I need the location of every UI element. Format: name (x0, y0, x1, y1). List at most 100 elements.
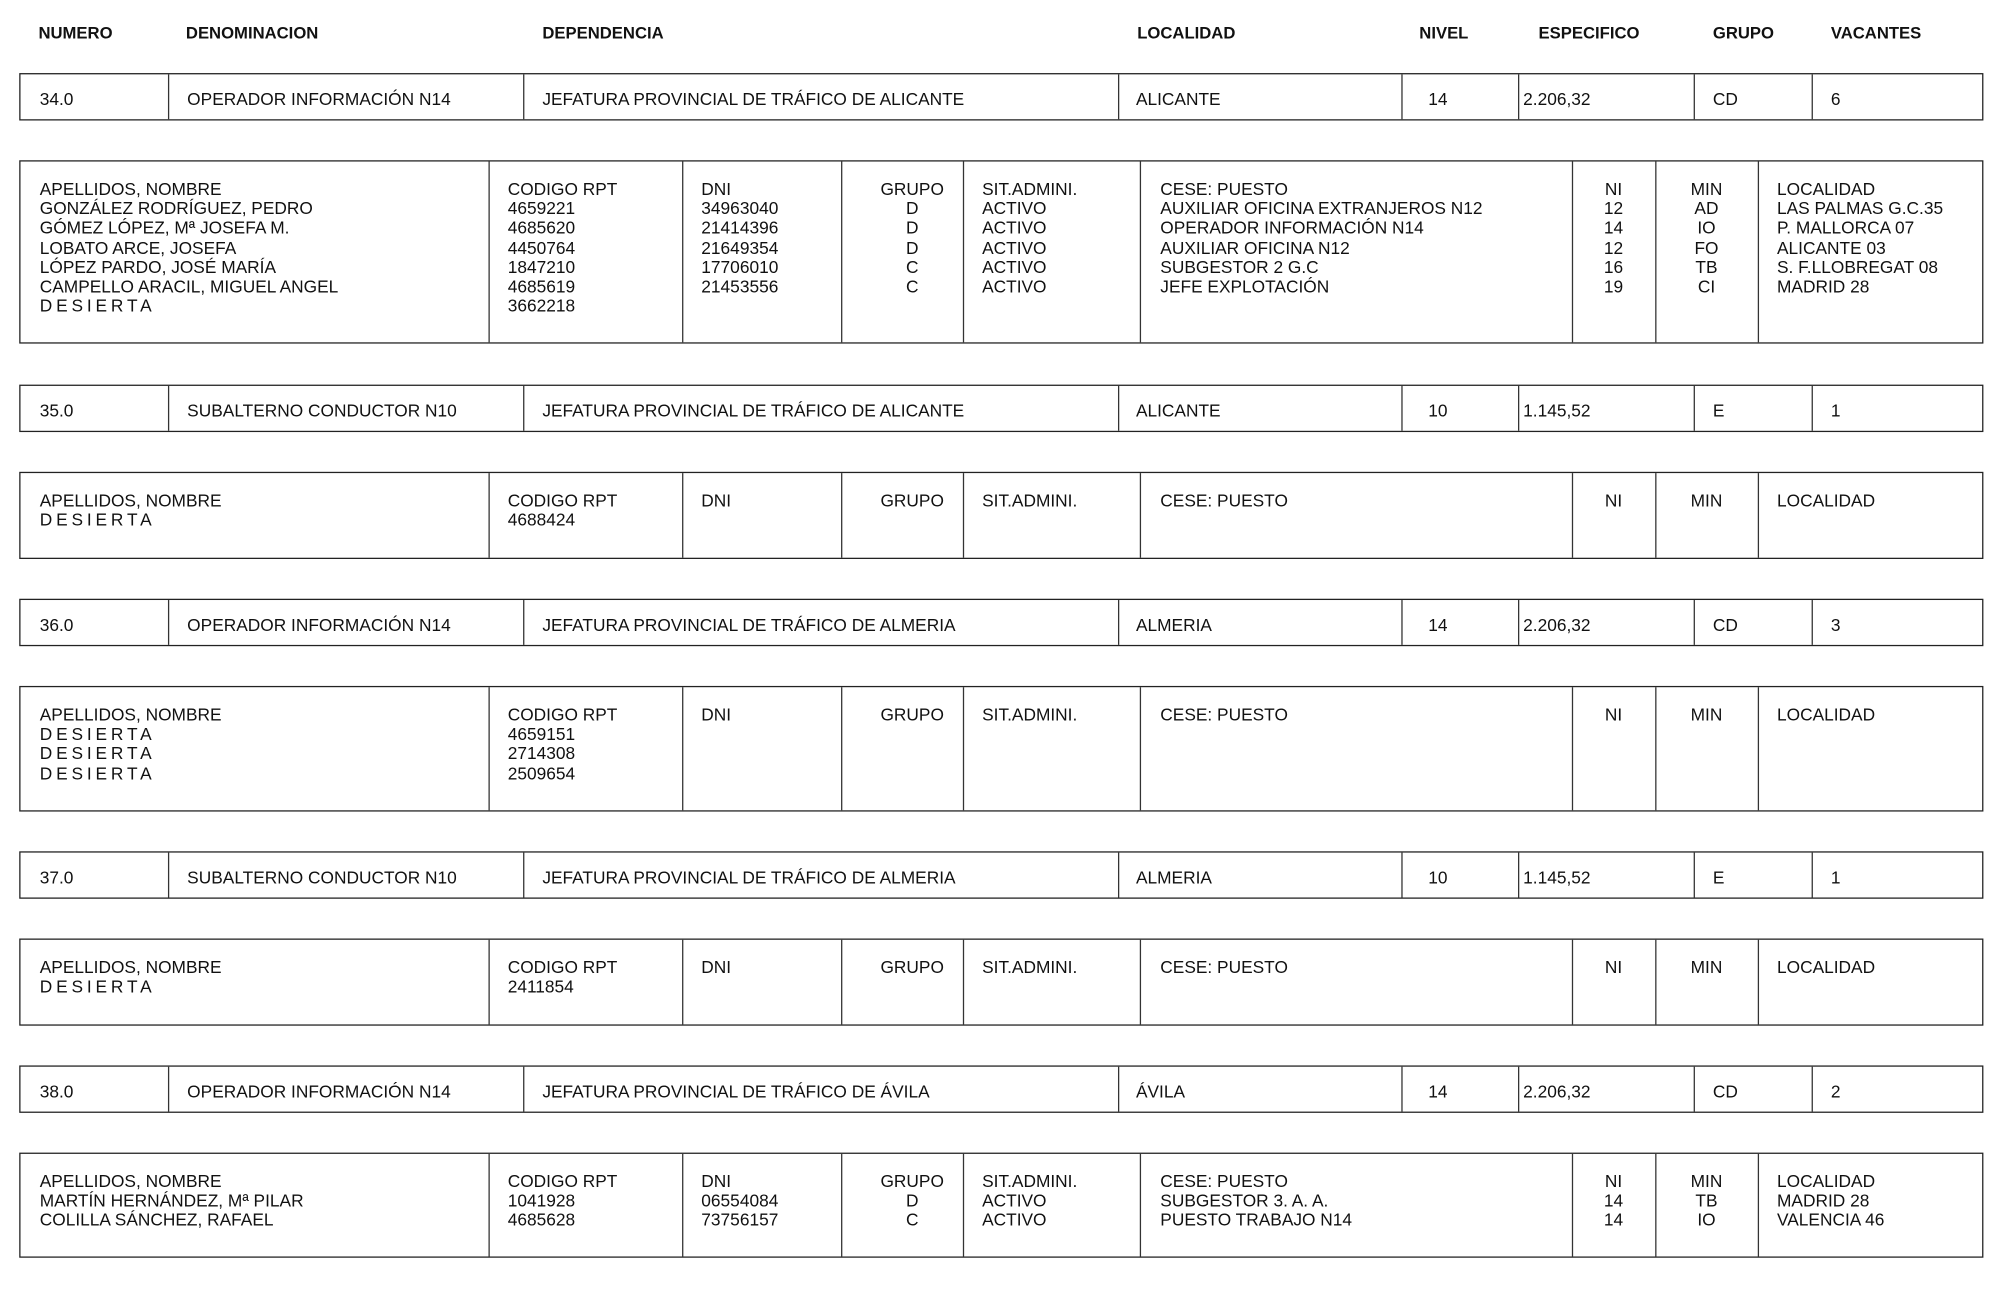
detail-column-dni: DNI (701, 491, 731, 530)
detail-ni: 19 (1603, 276, 1624, 297)
detail-column-ni: NI (1572, 491, 1655, 530)
detail-column-cese: CESE: PUESTO AUXILIAR OFICINA EXTRANJEROS… (1160, 179, 1482, 315)
cell-divider (1139, 687, 1142, 811)
position-detail-block: APELLIDOS, NOMBRE MARTÍN HERNÁNDEZ, Mª PI… (19, 1152, 1984, 1258)
cell-divider (682, 687, 684, 811)
detail-column-min: MIN (1655, 491, 1758, 530)
detail-ni (1572, 764, 1655, 783)
detail-grupo (851, 764, 973, 783)
detail-column-ni: NI (1572, 705, 1655, 783)
cell-divider (1401, 1066, 1403, 1112)
cell-divider (1811, 1066, 1813, 1112)
detail-header-min: MIN (1690, 491, 1723, 511)
detail-header-cese: CESE: PUESTO (1160, 491, 1288, 511)
cell-divider (488, 939, 490, 1025)
summary-nivel: 10 (1428, 401, 1448, 421)
summary-numero: 34.0 (39, 89, 74, 109)
detail-header-min: MIN (1690, 1171, 1723, 1192)
summary-nivel: 14 (1428, 1082, 1448, 1102)
detail-column-localidad: LOCALIDAD LAS PALMAS G.C.35 P. MALLORCA 07… (1777, 179, 1943, 315)
cell-divider (1757, 473, 1760, 558)
detail-sit: ACTIVO (982, 276, 1047, 297)
detail-dni: 73756157 (701, 1210, 779, 1231)
detail-column-localidad: LOCALIDAD MADRID 28 VALENCIA 46 (1777, 1172, 1884, 1230)
detail-nombre: GÓMEZ LÓPEZ, Mª JOSEFA M. (39, 218, 290, 238)
detail-header-dni: DNI (701, 1171, 732, 1192)
detail-header-ni: NI (1604, 957, 1623, 977)
summary-localidad: ALMERIA (1135, 615, 1212, 635)
cell-divider (1139, 939, 1142, 1025)
summary-vacantes: 1 (1830, 867, 1841, 888)
cell-divider (167, 385, 170, 431)
detail-sit (982, 764, 1077, 783)
detail-dni: 17706010 (701, 257, 779, 277)
header-especifico: ESPECIFICO (1538, 23, 1640, 43)
cell-divider (1693, 385, 1695, 431)
cell-divider (1655, 161, 1657, 343)
detail-grupo (851, 744, 973, 763)
cell-divider (1571, 939, 1574, 1025)
detail-column-cese: CESE: PUESTO SUBGESTOR 3. A. A. PUESTO TRA… (1160, 1172, 1352, 1230)
detail-nombre: DESIERTA (39, 510, 156, 530)
detail-ni (1572, 977, 1655, 996)
detail-nombre: DESIERTA (39, 724, 156, 744)
summary-vacantes: 2 (1830, 1082, 1841, 1102)
cell-divider (1401, 852, 1403, 898)
cell-divider (1401, 74, 1403, 120)
detail-column-cese: CESE: PUESTO (1160, 958, 1288, 997)
cell-divider (841, 473, 843, 558)
detail-grupo: D (905, 218, 919, 238)
detail-column-grupo: GRUPO (851, 491, 973, 530)
summary-nivel: 10 (1428, 867, 1448, 888)
cell-divider (962, 687, 965, 811)
detail-ni: 14 (1603, 218, 1624, 238)
detail-min (1655, 296, 1758, 315)
detail-codigo: 1041928 (507, 1191, 576, 1211)
detail-dni (701, 764, 731, 783)
cell-divider (1693, 600, 1695, 645)
detail-column-min: MIN (1655, 958, 1758, 997)
detail-sit (982, 296, 1077, 315)
detail-column-nombre: APELLIDOS, NOMBRE DESIERTA DESIERTA DESIERT… (40, 705, 222, 783)
summary-vacantes: 1 (1830, 401, 1841, 421)
cell-divider (1571, 161, 1574, 343)
detail-column-codigo: CODIGO RPT 4688424 (508, 491, 618, 530)
detail-header-grupo: GRUPO (880, 705, 944, 725)
detail-column-grupo: GRUPO D C (851, 1172, 973, 1230)
detail-column-dni: DNI (701, 705, 731, 783)
detail-cese: OPERADOR INFORMACIÓN N14 (1160, 218, 1424, 238)
header-localidad: LOCALIDAD (1137, 23, 1236, 43)
summary-denominacion: SUBALTERNO CONDUCTOR N10 (187, 401, 457, 421)
detail-column-grupo: GRUPO (851, 705, 973, 783)
detail-codigo: 4685620 (507, 218, 576, 238)
detail-min: FO (1694, 237, 1719, 258)
cell-divider (523, 1066, 525, 1112)
cell-divider (1139, 473, 1142, 558)
detail-header-dni: DNI (701, 957, 732, 977)
cell-divider (167, 600, 170, 645)
cell-divider (1693, 74, 1695, 120)
detail-min (1655, 744, 1758, 763)
detail-header-codigo: CODIGO RPT (507, 957, 618, 977)
cell-divider (488, 687, 490, 811)
detail-ni: 12 (1603, 198, 1624, 219)
detail-header-nombre: APELLIDOS, NOMBRE (39, 1171, 222, 1192)
detail-min: AD (1694, 198, 1719, 219)
detail-ni: 16 (1603, 257, 1624, 277)
summary-vacantes: 6 (1830, 89, 1841, 109)
cell-divider (1518, 385, 1520, 431)
detail-header-sit: SIT.ADMINI. (982, 491, 1078, 511)
detail-min: CI (1697, 276, 1716, 297)
detail-nombre: COLILLA SÁNCHEZ, RAFAEL (39, 1210, 274, 1231)
detail-dni: 34963040 (701, 198, 779, 219)
detail-header-cese: CESE: PUESTO (1160, 705, 1288, 725)
detail-header-sit: SIT.ADMINI. (982, 179, 1078, 199)
detail-codigo: 3662218 (507, 296, 576, 316)
detail-header-nombre: APELLIDOS, NOMBRE (39, 179, 222, 199)
detail-codigo: 4688424 (507, 510, 576, 530)
position-detail-block: APELLIDOS, NOMBRE DESIERTA CODIGO RPT 24118… (19, 938, 1984, 1026)
detail-ni (1572, 511, 1655, 530)
summary-localidad: ALICANTE (1135, 401, 1221, 421)
summary-grupo: CD (1712, 615, 1738, 635)
